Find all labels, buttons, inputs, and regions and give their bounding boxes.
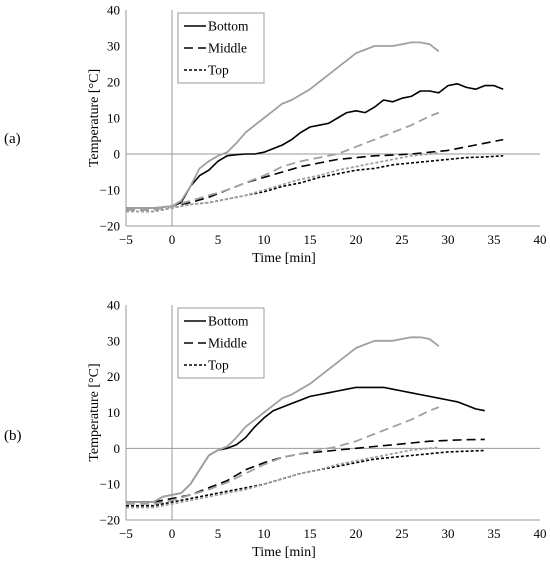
gray-dotted-series-line	[126, 446, 439, 509]
chart-panel-a: (a) −20 −10 0 10 20 30 40 −5 0 5 10 15 20 25 30 35 40 Time…	[4, 3, 547, 267]
y-axis-label: Temperature [°C]	[87, 69, 102, 167]
legend-label-bottom: Bottom	[208, 314, 249, 329]
x-tick-label: 40	[534, 232, 547, 247]
y-tick-label: 10	[107, 111, 120, 126]
legend-label-bottom: Bottom	[208, 19, 249, 34]
legend-label-top: Top	[208, 63, 229, 78]
y-tick-label: 30	[107, 333, 120, 348]
x-tick-label: 10	[258, 232, 271, 247]
bottom-series-line	[126, 386, 485, 503]
x-tick-label: 5	[215, 526, 222, 541]
y-tick-label: −20	[100, 219, 120, 234]
x-tick-label: 40	[534, 526, 547, 541]
x-tick-label: 0	[169, 526, 176, 541]
x-tick-label: 10	[258, 526, 271, 541]
panel-label: (b)	[4, 428, 22, 444]
y-tick-label: 20	[107, 75, 120, 90]
x-tick-label: 0	[169, 232, 176, 247]
gray-dashed-series-line	[126, 111, 440, 211]
x-axis-label: Time [min]	[252, 251, 316, 266]
legend-label-middle: Middle	[208, 336, 247, 351]
y-tick-label: −10	[100, 183, 120, 198]
x-tick-label: 35	[488, 526, 501, 541]
chart-panel-b: (b) −20 −10 0 10 20 30 40 −5 0 5 10 15 20 25 30 35 40 Time…	[4, 298, 547, 561]
y-tick-label: 0	[114, 147, 121, 162]
x-tick-label: 30	[442, 232, 455, 247]
y-tick-label: −20	[100, 513, 120, 528]
y-tick-label: 40	[107, 298, 120, 313]
gray-solid-series-line	[126, 336, 440, 503]
x-tick-label: 15	[304, 232, 317, 247]
x-tick-label: 5	[215, 232, 222, 247]
y-tick-label: 30	[107, 39, 120, 54]
x-tick-label: −5	[119, 232, 133, 247]
x-axis-label: Time [min]	[252, 545, 316, 560]
y-tick-label: 0	[114, 441, 121, 456]
legend-label-top: Top	[208, 358, 229, 373]
x-tick-label: 20	[350, 526, 363, 541]
gray-solid-series-line	[126, 41, 440, 209]
x-tick-label: 20	[350, 232, 363, 247]
x-tick-label: −5	[119, 526, 133, 541]
y-tick-label: −10	[100, 477, 120, 492]
y-tick-label: 40	[107, 3, 120, 18]
x-tick-label: 15	[304, 526, 317, 541]
bottom-series-line	[126, 83, 504, 209]
x-tick-label: 25	[396, 526, 409, 541]
y-axis-label: Temperature [°C]	[87, 363, 102, 461]
gray-dashed-series-line	[126, 406, 440, 505]
y-tick-label: 20	[107, 369, 120, 384]
middle-series-line	[126, 138, 504, 211]
y-tick-label: 10	[107, 405, 120, 420]
x-tick-label: 30	[442, 526, 455, 541]
legend-label-middle: Middle	[208, 41, 247, 56]
panel-label: (a)	[4, 131, 21, 147]
gray-dotted-series-line	[126, 152, 439, 213]
x-tick-label: 35	[488, 232, 501, 247]
x-tick-label: 25	[396, 232, 409, 247]
top-series-line	[126, 449, 485, 507]
